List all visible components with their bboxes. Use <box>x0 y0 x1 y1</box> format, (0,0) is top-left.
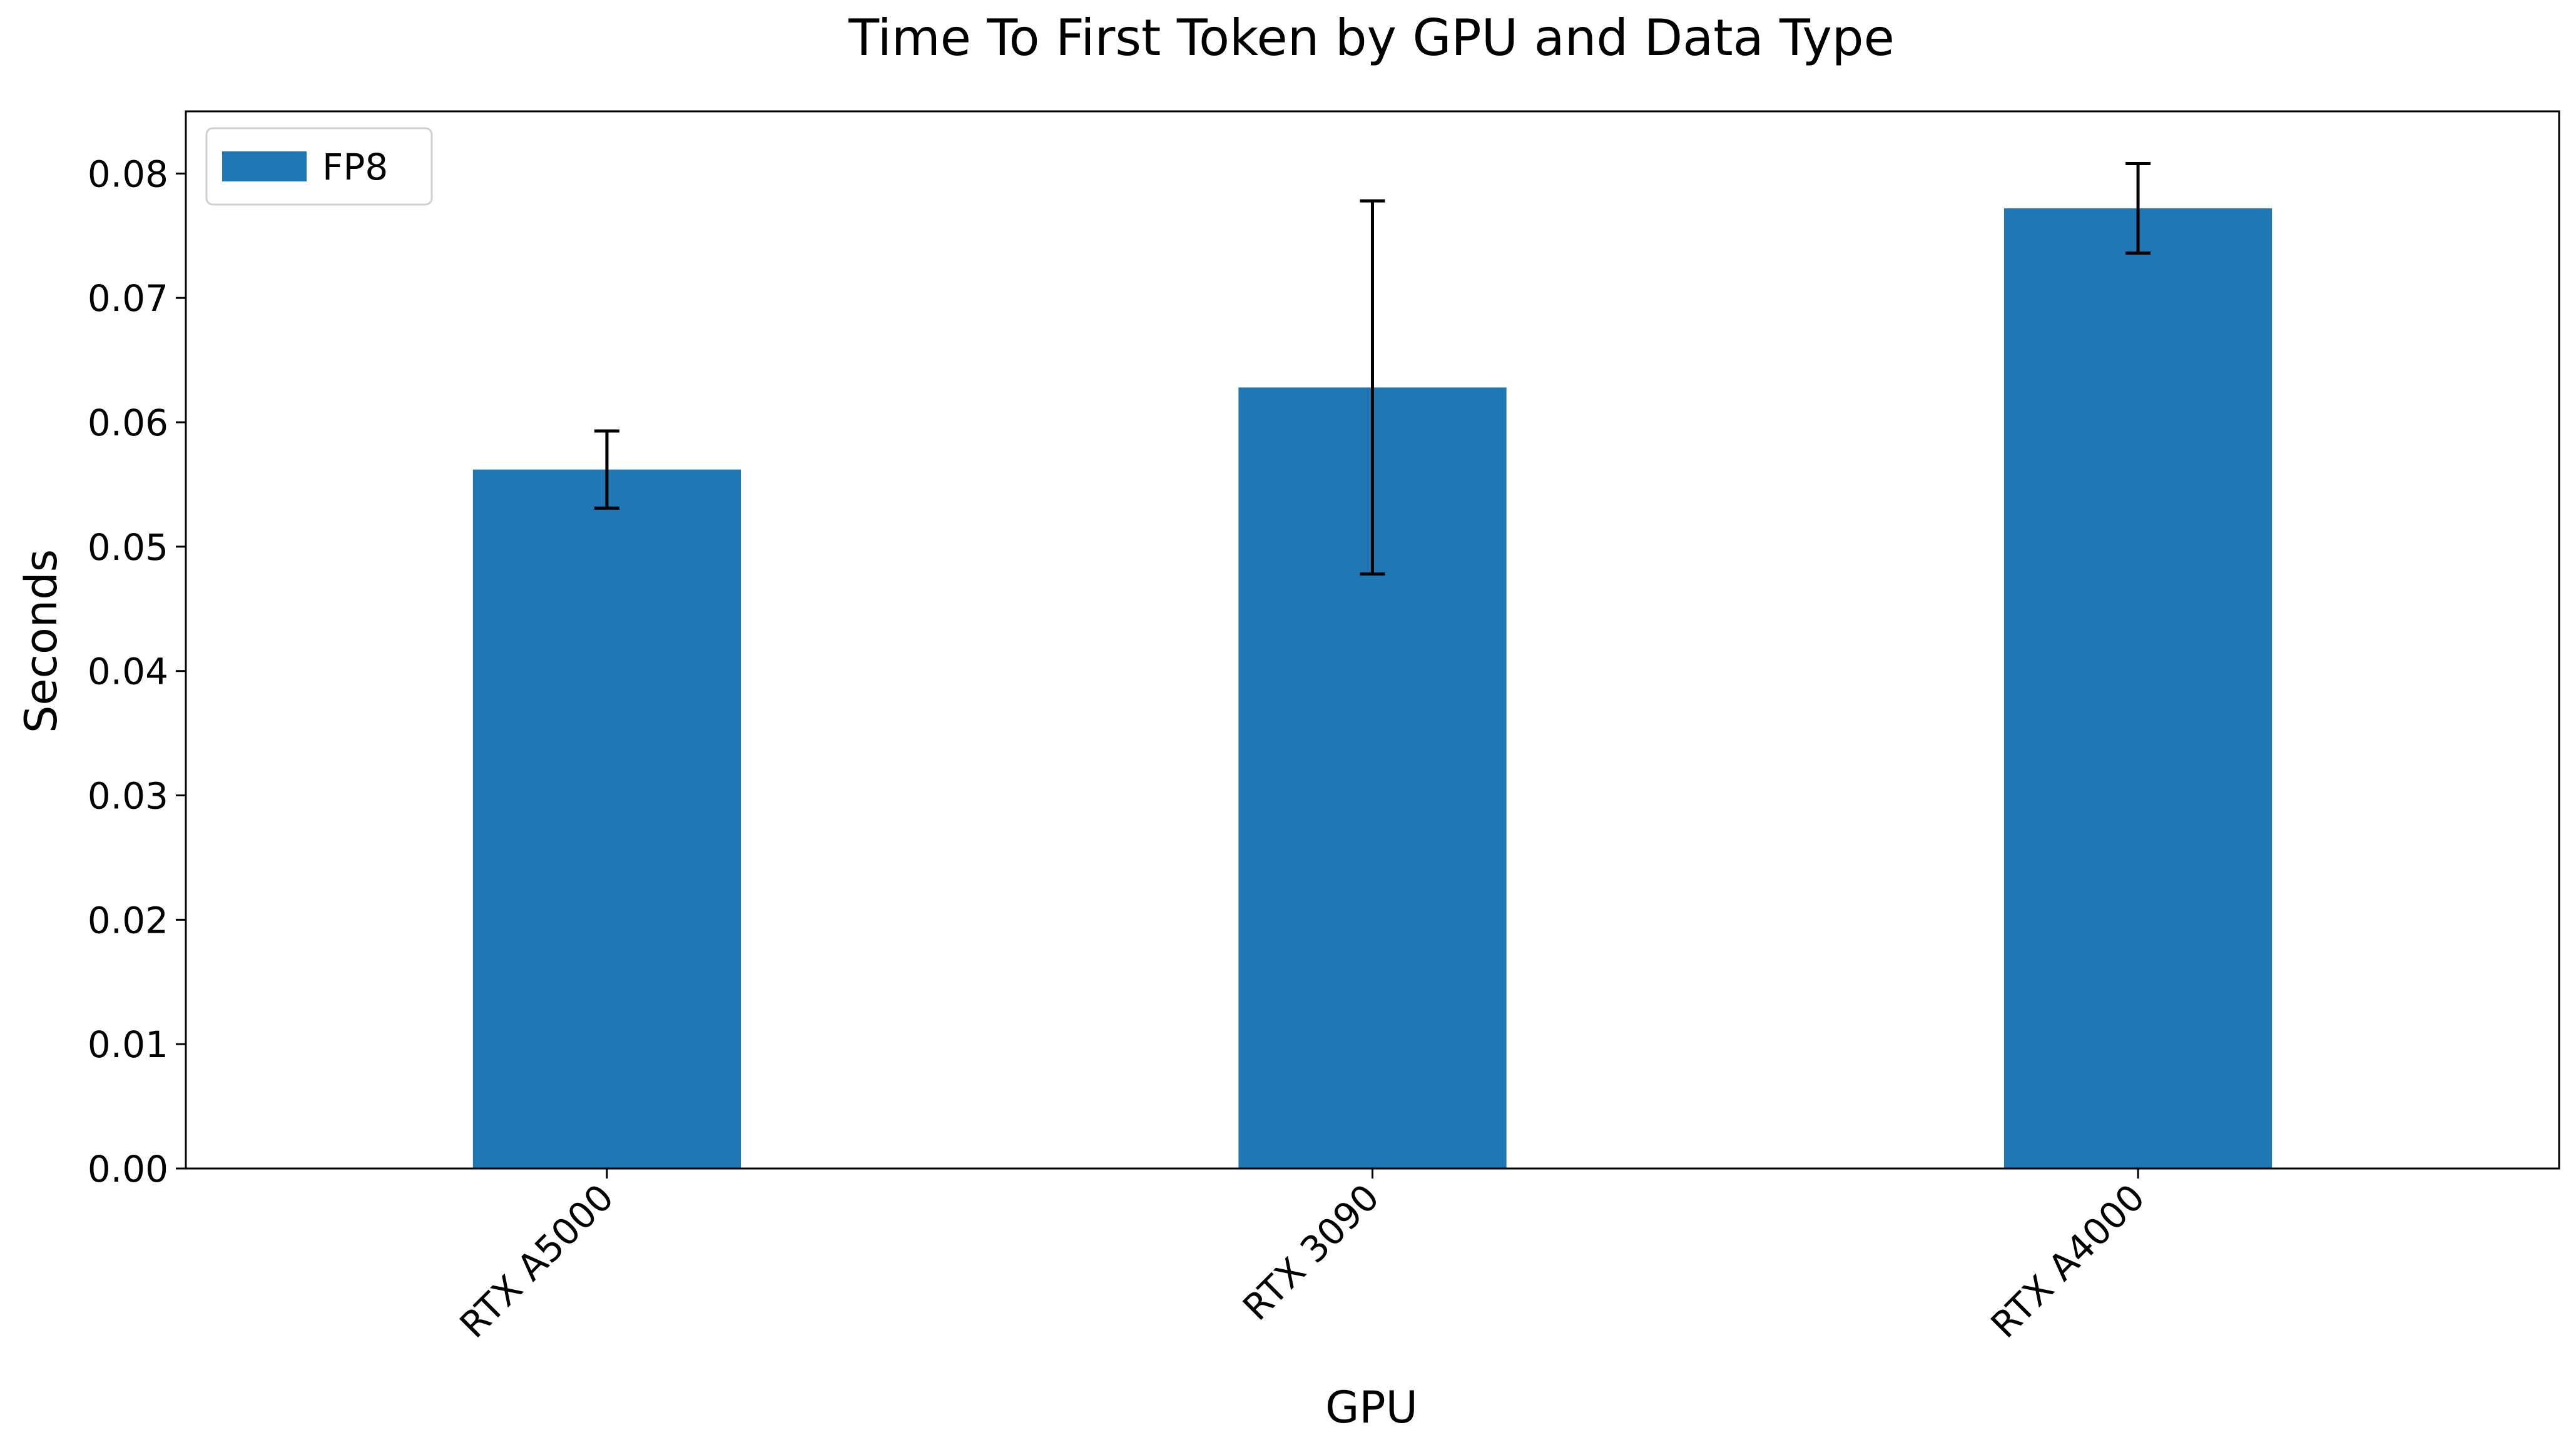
y-tick-label: 0.07 <box>88 277 168 320</box>
legend-label: FP8 <box>322 146 388 188</box>
chart-title: Time To First Token by GPU and Data Type <box>848 9 1895 67</box>
y-tick-label: 0.06 <box>88 402 168 444</box>
y-tick-label: 0.02 <box>88 899 168 941</box>
x-tick-label: RTX 3090 <box>1235 1176 1387 1329</box>
legend-frame <box>205 127 433 206</box>
y-tick-label: 0.08 <box>88 153 168 195</box>
x-tick-label: RTX A5000 <box>452 1176 622 1346</box>
y-tick-label: 0.04 <box>88 651 168 693</box>
y-tick-label: 0.05 <box>88 526 168 569</box>
legend-swatch <box>222 151 307 181</box>
x-tick-label: RTX A4000 <box>1983 1176 2153 1346</box>
x-axis-label: GPU <box>1325 1382 1418 1433</box>
legend: FP8 <box>205 127 433 206</box>
y-tick-label: 0.03 <box>88 775 168 818</box>
y-tick-label: 0.00 <box>88 1148 168 1190</box>
plot-area: RTX A5000 RTX 3090 RTX A4000 0.00 0.01 0.02 0.… <box>88 110 2560 1346</box>
plot-frame <box>185 110 2560 1170</box>
bar <box>472 469 741 1169</box>
bar <box>2003 208 2273 1169</box>
y-axis-label: Seconds <box>16 549 67 733</box>
y-tick-label: 0.01 <box>88 1023 168 1066</box>
